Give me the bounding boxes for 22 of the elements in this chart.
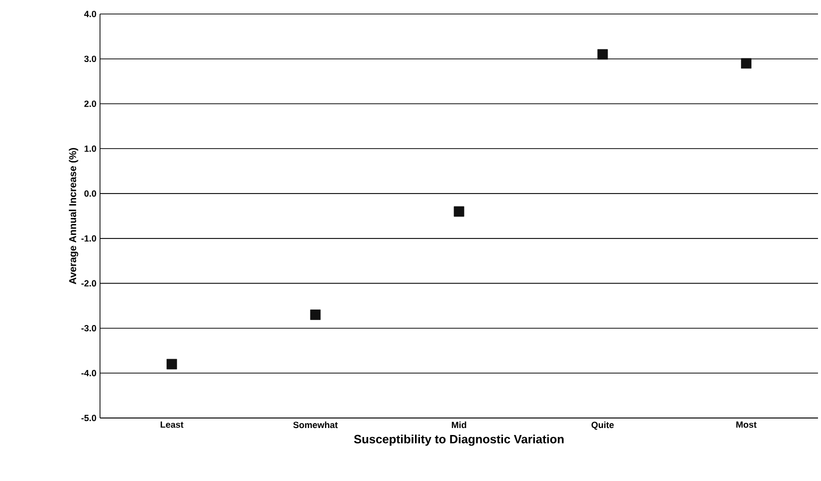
y-tick-label: 1.0 [84, 145, 96, 152]
x-axis-title: Susceptibility to Diagnostic Variation [354, 434, 564, 446]
point [741, 58, 752, 69]
x-tick-label: Most [736, 422, 757, 428]
x-tick-label: Somewhat [293, 422, 338, 428]
y-tick-label: 4.0 [84, 10, 96, 18]
y-tick-label: -4.0 [81, 370, 96, 376]
y-tick-label: 3.0 [84, 56, 96, 62]
y-tick-label: 2.0 [84, 100, 96, 107]
point [597, 49, 608, 60]
y-tick-label: 0.0 [84, 190, 96, 197]
y-tick-label: -1.0 [81, 235, 96, 242]
point [454, 206, 464, 217]
x-tick-label: Least [160, 422, 184, 428]
x-tick-label: Quite [592, 422, 614, 430]
y-tick-label: -5.0 [81, 414, 96, 422]
y-tick-label: -2.0 [81, 280, 96, 286]
x-tick-label: Mid [452, 422, 466, 428]
point [166, 358, 178, 370]
point [310, 310, 321, 320]
y-axis-title: Average Annual Increase (%) [68, 148, 78, 284]
y-tick-label: -3.0 [81, 325, 96, 332]
